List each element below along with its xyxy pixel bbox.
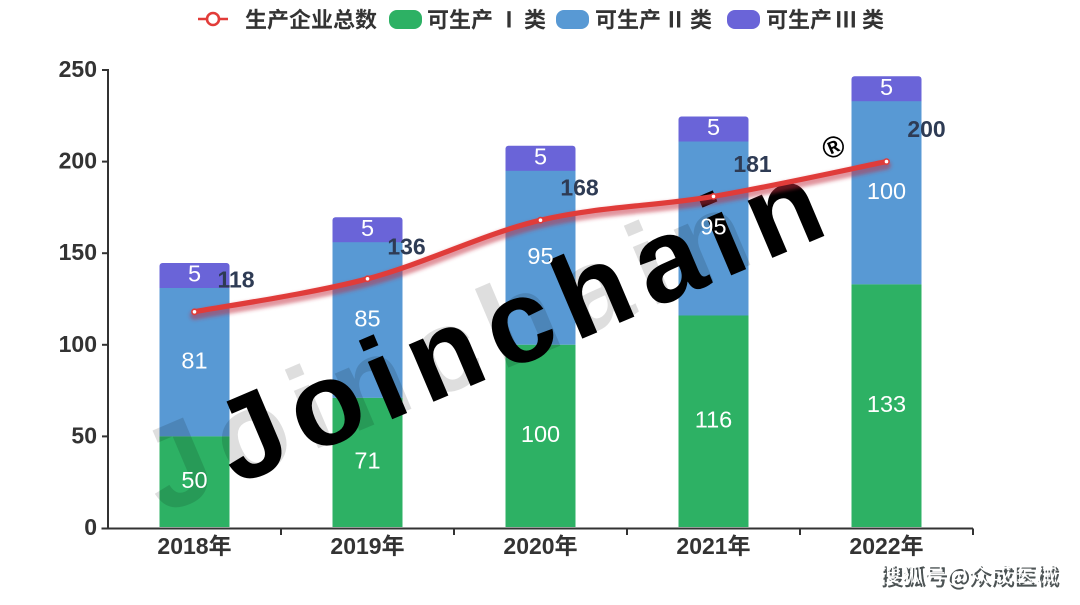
svg-text:181: 181 (733, 151, 772, 177)
svg-text:85: 85 (354, 305, 380, 331)
svg-text:0: 0 (84, 514, 97, 540)
svg-text:116: 116 (695, 407, 732, 433)
svg-text:2022: 2022 (849, 533, 900, 559)
svg-text:95: 95 (527, 243, 553, 269)
svg-text:100: 100 (521, 421, 560, 447)
svg-text:2020: 2020 (503, 533, 554, 559)
svg-text:100: 100 (867, 178, 906, 204)
svg-text:150: 150 (59, 239, 97, 265)
svg-text:5: 5 (361, 215, 374, 241)
svg-text:95: 95 (700, 214, 726, 240)
svg-text:71: 71 (354, 448, 380, 474)
svg-text:2019: 2019 (330, 533, 381, 559)
svg-text:®: ® (817, 128, 850, 167)
svg-text:5: 5 (188, 261, 201, 287)
svg-text:2018: 2018 (157, 533, 208, 559)
svg-text:200: 200 (59, 148, 97, 174)
svg-text:250: 250 (59, 56, 97, 82)
svg-text:100: 100 (59, 331, 97, 357)
svg-text:50: 50 (181, 467, 207, 493)
svg-text:133: 133 (867, 391, 906, 417)
svg-text:168: 168 (560, 175, 599, 201)
svg-text:5: 5 (534, 144, 547, 170)
svg-text:2021: 2021 (676, 533, 727, 559)
svg-text:5: 5 (880, 74, 893, 100)
svg-text:5: 5 (707, 114, 720, 140)
svg-text:118: 118 (217, 266, 254, 292)
svg-text:136: 136 (387, 233, 425, 259)
svg-text:200: 200 (907, 116, 945, 142)
svg-text:81: 81 (181, 347, 207, 373)
svg-text:50: 50 (71, 422, 97, 448)
